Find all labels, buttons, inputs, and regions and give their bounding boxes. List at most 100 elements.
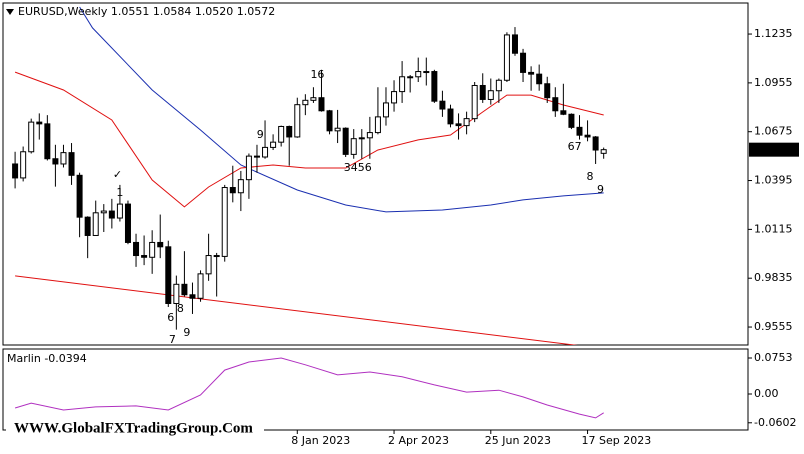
candle-body (237, 179, 244, 194)
y-tick-label: 1.0115 (754, 222, 793, 235)
candle-body (487, 90, 494, 100)
y-tick-label: 1.0395 (754, 174, 793, 187)
candle-body (20, 151, 27, 179)
annotation: 1 (116, 186, 123, 199)
candle-body (358, 137, 365, 140)
candle-body (36, 121, 43, 125)
watermark-box (6, 416, 264, 442)
candle-body (447, 108, 454, 125)
candle-body (528, 71, 535, 75)
annotation: 67 (568, 140, 582, 153)
candle-body (471, 84, 478, 120)
candle-body (100, 210, 107, 214)
candle-body (511, 34, 518, 54)
candle-body (189, 294, 196, 299)
annotation: 9 (183, 326, 190, 339)
candle-body (374, 116, 381, 134)
annotation: 3456 (344, 161, 372, 174)
candle-body (503, 34, 510, 81)
candle-body (520, 52, 527, 73)
y-tick-label: 1.0955 (754, 76, 793, 89)
candle-body (576, 126, 583, 136)
line (14, 357, 604, 419)
candle-body (592, 136, 599, 151)
candle-body (479, 84, 486, 100)
y-tick-label: 1.0675 (754, 125, 793, 138)
indicator-plot (14, 357, 604, 419)
annotation: 9 (597, 183, 604, 196)
menu-triangle (6, 9, 14, 15)
candle-body (181, 283, 188, 296)
line (15, 275, 578, 345)
watermark: WWW.GlobalFXTradingGroup.Com (14, 420, 253, 436)
candle-body (270, 141, 277, 148)
candle-body (253, 155, 260, 158)
candle-body (92, 212, 99, 236)
candle-body (141, 255, 148, 258)
y-tick-label: 0.9835 (754, 271, 793, 284)
x-tick-label: 25 Jun 2023 (485, 434, 551, 447)
x-tick-label: 17 Sep 2023 (582, 434, 652, 447)
candle-body (165, 246, 172, 304)
candle-body (149, 241, 156, 258)
y-tick-label: 0.00 (754, 387, 779, 400)
candle-body (318, 97, 325, 112)
y-tick-label: -0.0602 (754, 416, 796, 429)
candle-body (455, 123, 462, 127)
candle-body (124, 203, 131, 243)
candle-body (133, 241, 140, 257)
candle-body (245, 155, 252, 181)
annotation: 8 (586, 170, 593, 183)
candle-body (560, 110, 567, 115)
indicator-label: Marlin -0.0394 (7, 352, 87, 365)
axes: 1.1235 1.0955 1.0675 1.0395 1.0115 0.9835 0.95… (291, 27, 799, 447)
candle-body (544, 83, 551, 99)
annotation: 6 (167, 311, 174, 324)
candle-body (84, 216, 91, 236)
candle-body (108, 210, 115, 219)
candle-body (423, 71, 430, 74)
y-tick-label: 0.9555 (754, 320, 793, 333)
y-tick-label: 1.1235 (754, 27, 793, 40)
candle-body (60, 152, 67, 165)
annotation: 7 (169, 333, 176, 346)
candle-body (342, 127, 349, 155)
candle-body (68, 152, 75, 176)
candle-body (399, 76, 406, 93)
candle-body (391, 91, 398, 104)
chart-title: EURUSD,Weekly 1.0551 1.0584 1.0520 1.057… (18, 5, 275, 18)
candle-body (536, 73, 543, 85)
candle-body (310, 97, 317, 101)
candle-body (294, 104, 301, 138)
candle-body (495, 79, 502, 92)
candle-body (221, 187, 228, 257)
candle-body (76, 174, 83, 218)
candle-body (28, 121, 35, 153)
x-tick-label: 2 Apr 2023 (388, 434, 449, 447)
candle-body (407, 76, 414, 79)
candle-body (431, 71, 438, 102)
candle-body (415, 71, 422, 78)
candle-body (350, 138, 357, 155)
candle-body (205, 255, 212, 275)
candle-body (44, 123, 51, 160)
candle-body (197, 273, 204, 299)
candle-body (157, 241, 164, 248)
candle-body (173, 283, 180, 304)
candle-body (382, 102, 389, 118)
line (14, 71, 604, 208)
candle-body (262, 146, 269, 158)
current-price-box (749, 142, 799, 157)
annotation: 9 (257, 128, 264, 141)
candle-body (439, 100, 446, 110)
y-tick-label: 0.0753 (754, 351, 793, 364)
candle-body (326, 110, 333, 132)
current-price: 1.0572 (754, 143, 793, 156)
candle-body (52, 158, 59, 165)
candle-body (229, 187, 236, 194)
annotation: ✓ (113, 168, 122, 181)
main-panel (2, 2, 749, 346)
